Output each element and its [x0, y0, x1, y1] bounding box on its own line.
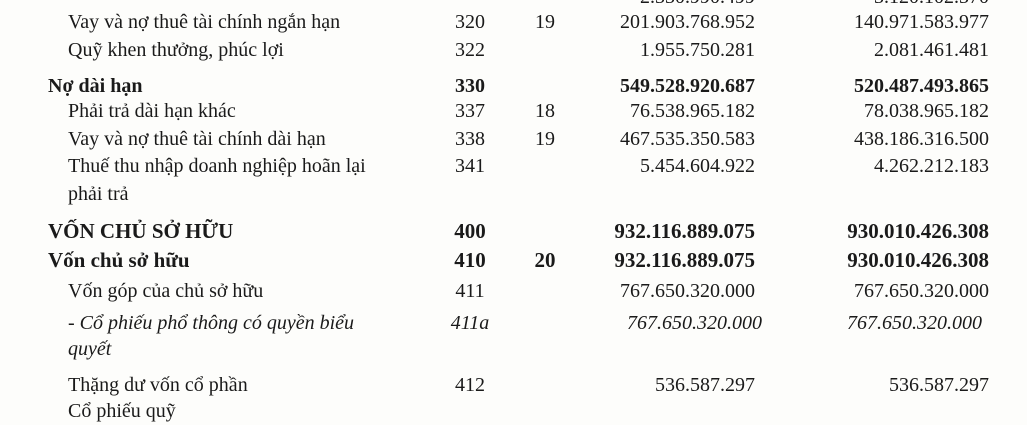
row-code: 341	[455, 155, 485, 177]
value-current: 467.535.350.583	[620, 128, 755, 150]
table-row: Thặng dư vốn cổ phần 412 536.587.297 536…	[0, 371, 1027, 399]
section-heading: VỐN CHỦ SỞ HỮU	[48, 219, 234, 243]
table-row: Thuế thu nhập doanh nghiệp hoãn lại phải…	[0, 152, 1027, 205]
row-code: 322	[455, 39, 485, 61]
table-row: Vay và nợ thuê tài chính dài hạn 338 19 …	[0, 125, 1027, 153]
table-row: Vay và nợ thuê tài chính ngắn hạn 320 19…	[0, 8, 1027, 36]
value-current: 5.454.604.922	[640, 155, 755, 177]
value-prior: 3.120.102.370	[874, 0, 989, 11]
table-row: Quỹ khen thưởng, phúc lợi 322 1.955.750.…	[0, 36, 1027, 64]
row-code: 410	[454, 248, 486, 272]
value-current: 201.903.768.952	[620, 11, 755, 33]
row-label: Vốn chủ sở hữu	[48, 248, 190, 272]
row-code: 338	[455, 128, 485, 150]
table-row: Nợ dài hạn 330 549.528.920.687 520.487.4…	[0, 72, 1027, 100]
value-current: 536.587.297	[655, 374, 755, 396]
table-row: Vốn góp của chủ sở hữu 411 767.650.320.0…	[0, 277, 1027, 305]
value-prior: 767.650.320.000	[854, 280, 989, 302]
row-label: Phải trả dài hạn khác	[68, 100, 236, 122]
table-row: VỐN CHỦ SỞ HỮU 400 932.116.889.075 930.0…	[0, 217, 1027, 245]
row-label: Cổ phiếu quỹ	[68, 400, 176, 422]
row-label: Vay và nợ thuê tài chính ngắn hạn	[68, 11, 341, 33]
value-current: 767.650.320.000	[627, 312, 762, 334]
row-code: 412	[455, 374, 485, 396]
value-prior: 78.038.965.182	[864, 100, 989, 122]
table-row: Phải trả dài hạn khác 337 18 76.538.965.…	[0, 97, 1027, 125]
value-current: 1.955.750.281	[640, 39, 755, 61]
value-current: 549.528.920.687	[620, 75, 755, 97]
row-label: Nợ dài hạn	[48, 75, 143, 97]
value-current: 767.650.320.000	[620, 280, 755, 302]
row-label: Thặng dư vốn cổ phần	[68, 374, 248, 396]
row-code: 400	[454, 219, 486, 243]
row-label: Vốn góp của chủ sở hữu	[68, 280, 264, 302]
value-current: 2.330.990.499	[640, 0, 755, 11]
value-prior: 2.081.461.481	[874, 39, 989, 61]
value-current: 932.116.889.075	[614, 248, 755, 272]
row-label: Quỹ khen thưởng, phúc lợi	[68, 39, 284, 61]
row-note: 18	[535, 100, 555, 122]
row-note: 19	[535, 128, 555, 150]
row-label: Thuế thu nhập doanh nghiệp hoãn lại	[68, 155, 366, 177]
table-row: Vốn chủ sở hữu 410 20 932.116.889.075 93…	[0, 246, 1027, 274]
value-current: 932.116.889.075	[614, 219, 755, 243]
row-code: 330	[455, 75, 485, 97]
value-prior: 767.650.320.000	[847, 312, 982, 334]
value-current: 76.538.965.182	[630, 100, 755, 122]
row-code: 320	[455, 11, 485, 33]
value-prior: 930.010.426.308	[847, 219, 989, 243]
row-note: 20	[534, 248, 556, 272]
row-code: 337	[455, 100, 485, 122]
value-prior: 4.262.212.183	[874, 155, 989, 177]
row-label-continued: phải trả	[68, 183, 129, 205]
table-row: Cổ phiếu quỹ	[0, 397, 1027, 425]
value-prior: 536.587.297	[889, 374, 989, 396]
row-label: - Cổ phiếu phổ thông có quyền biểu	[68, 312, 355, 334]
value-prior: 930.010.426.308	[847, 248, 989, 272]
row-code: 411a	[450, 312, 490, 334]
table-row: 2.330.990.499 3.120.102.370	[0, 0, 1027, 11]
value-prior: 140.971.583.977	[854, 11, 989, 33]
value-prior: 438.186.316.500	[854, 128, 989, 150]
row-note: 19	[535, 11, 555, 33]
row-label: Vay và nợ thuê tài chính dài hạn	[68, 128, 326, 150]
row-code: 411	[455, 280, 485, 302]
value-prior: 520.487.493.865	[854, 75, 989, 97]
table-row: - Cổ phiếu phổ thông có quyền biểu quyết…	[0, 309, 1027, 360]
row-label-continued: quyết	[68, 338, 112, 360]
